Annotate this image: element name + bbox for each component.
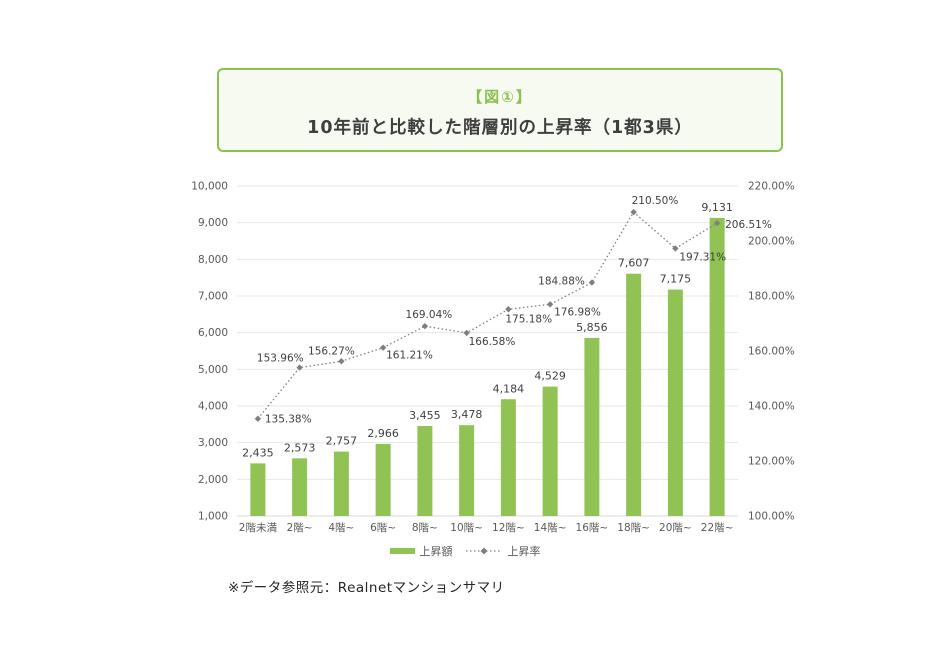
bar: [333, 451, 349, 516]
bar: [626, 273, 642, 516]
line-point-marker: [421, 322, 429, 330]
left-axis-tick-label: 2,000: [198, 474, 228, 486]
line-legend-marker: [465, 547, 502, 555]
bar-value-label: 9,131: [701, 201, 733, 214]
rate-value-label: 176.98%: [554, 306, 601, 318]
line-point-marker: [254, 415, 262, 422]
rate-value-label: 175.18%: [505, 313, 552, 325]
bar: [709, 217, 725, 516]
bar-value-label: 3,478: [451, 408, 483, 421]
x-axis-category-label: 8階~: [412, 522, 438, 534]
right-axis-tick-label: 200.00%: [748, 236, 795, 248]
bar: [292, 458, 308, 516]
line-point-marker: [505, 306, 512, 313]
x-axis-category-label: 2階~: [287, 522, 313, 534]
bar: [584, 337, 600, 516]
left-axis-tick-label: 9,000: [198, 217, 228, 229]
left-axis-tick-label: 8,000: [198, 254, 228, 266]
x-axis-category-label: 18階~: [617, 522, 650, 534]
x-axis-category-label: 14階~: [534, 522, 567, 534]
x-axis-category-label: 12階~: [492, 522, 525, 534]
rate-value-label: 210.50%: [632, 195, 679, 207]
left-axis-tick-label: 4,000: [198, 401, 228, 413]
bar: [542, 386, 558, 516]
bar-value-label: 2,573: [284, 441, 316, 454]
chart-legend: 上昇額 上昇率: [0, 543, 930, 559]
left-axis-tick-label: 3,000: [198, 437, 228, 449]
right-axis-tick-label: 220.00%: [748, 181, 795, 193]
bar-value-label: 2,966: [367, 427, 399, 440]
bar-value-label: 5,856: [576, 321, 608, 334]
legend-item-line: 上昇率: [465, 543, 541, 559]
x-axis-category-label: 20階~: [659, 522, 692, 534]
rate-value-label: 156.27%: [308, 345, 355, 357]
figure-title: 10年前と比較した階層別の上昇率（1都3県）: [307, 118, 693, 138]
bar: [459, 425, 475, 516]
line-point-marker: [463, 329, 470, 337]
bar-legend-swatch: [389, 548, 415, 554]
rate-value-label: 197.31%: [679, 251, 726, 263]
bar-value-label: 4,184: [493, 382, 525, 395]
x-axis-category-label: 6階~: [370, 522, 396, 534]
bar: [375, 443, 391, 516]
line-point-marker: [713, 219, 721, 227]
rate-value-label: 135.38%: [265, 414, 312, 426]
bar: [250, 463, 266, 516]
legend-line-label: 上昇率: [507, 545, 541, 558]
bar-value-label: 2,435: [242, 446, 274, 459]
right-axis-tick-label: 140.00%: [748, 401, 795, 413]
right-axis-tick-label: 180.00%: [748, 291, 795, 303]
right-axis-tick-label: 100.00%: [748, 511, 795, 523]
rate-line: [257, 211, 718, 420]
x-axis-category-label: 22階~: [701, 522, 734, 534]
line-point-marker: [338, 358, 345, 365]
bar-value-label: 2,757: [326, 435, 358, 448]
left-axis-tick-label: 10,000: [191, 181, 228, 193]
bar-value-label: 3,455: [409, 409, 441, 422]
rate-value-label: 169.04%: [406, 309, 453, 321]
bar: [417, 425, 433, 516]
rate-value-label: 161.21%: [386, 350, 433, 362]
data-source-note: ※データ参照元：Realnetマンションサマリ: [228, 580, 505, 596]
line-point-marker: [588, 279, 596, 286]
line-point-marker: [630, 208, 637, 216]
bar-value-label: 7,175: [660, 273, 692, 286]
left-axis-tick-label: 1,000: [198, 511, 228, 523]
figure-number: 【図①】: [467, 88, 533, 106]
line-point-marker: [546, 301, 554, 308]
x-axis-category-label: 4階~: [328, 522, 354, 534]
rate-value-label: 166.58%: [469, 336, 516, 348]
left-axis-tick-label: 7,000: [198, 291, 228, 303]
right-axis-tick-label: 160.00%: [748, 346, 795, 358]
line-point-marker: [296, 364, 303, 371]
x-axis-category-label: 10階~: [450, 522, 483, 534]
bar: [667, 289, 683, 516]
bar-value-label: 4,529: [534, 370, 566, 383]
line-point-marker: [672, 245, 679, 252]
figure-title-box: 【図①】 10年前と比較した階層別の上昇率（1都3県）: [217, 68, 783, 152]
rate-value-label: 206.51%: [725, 219, 772, 231]
legend-bar-label: 上昇額: [419, 545, 453, 558]
bar: [500, 399, 516, 516]
rate-value-label: 153.96%: [257, 353, 304, 365]
line-point-marker: [379, 344, 387, 351]
x-axis-category-label: 16階~: [576, 522, 609, 534]
rate-value-label: 184.88%: [538, 276, 585, 288]
right-axis-tick-label: 120.00%: [748, 456, 795, 468]
bar-value-label: 7,607: [618, 257, 650, 270]
x-axis-category-label: 2階未満: [239, 522, 278, 534]
left-axis-tick-label: 5,000: [198, 364, 228, 376]
legend-item-bar: 上昇額: [389, 543, 453, 559]
left-axis-tick-label: 6,000: [198, 327, 228, 339]
